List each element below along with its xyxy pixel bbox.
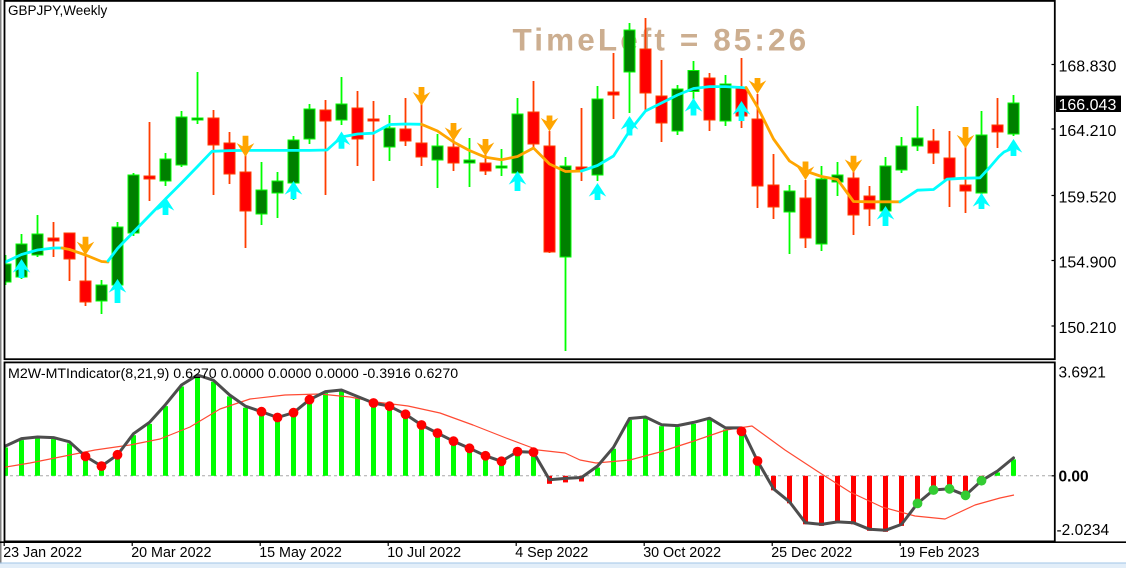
svg-text:19 Feb 2023: 19 Feb 2023 bbox=[899, 545, 979, 561]
svg-text:30 Oct 2022: 30 Oct 2022 bbox=[643, 545, 721, 561]
svg-text:10 Jul 2022: 10 Jul 2022 bbox=[387, 545, 461, 561]
svg-text:0.00: 0.00 bbox=[1059, 468, 1089, 485]
svg-text:M2W-MTIndicator(8,21,9) 0.6270: M2W-MTIndicator(8,21,9) 0.6270 0.0000 0.… bbox=[8, 366, 458, 382]
svg-text:-2.0234: -2.0234 bbox=[1057, 522, 1110, 539]
svg-text:150.210: 150.210 bbox=[1059, 320, 1117, 337]
svg-text:TimeLeft = 85:26: TimeLeft = 85:26 bbox=[513, 22, 810, 58]
svg-text:23 Jan 2022: 23 Jan 2022 bbox=[3, 545, 82, 561]
svg-text:164.210: 164.210 bbox=[1059, 123, 1117, 140]
svg-text:20 Mar 2022: 20 Mar 2022 bbox=[131, 545, 211, 561]
svg-text:4 Sep 2022: 4 Sep 2022 bbox=[515, 545, 588, 561]
svg-text:159.520: 159.520 bbox=[1059, 190, 1117, 207]
svg-text:168.830: 168.830 bbox=[1059, 59, 1117, 76]
svg-text:154.900: 154.900 bbox=[1059, 255, 1117, 272]
svg-text:25 Dec 2022: 25 Dec 2022 bbox=[771, 545, 852, 561]
svg-text:166.043: 166.043 bbox=[1059, 97, 1117, 114]
svg-text:15 May 2022: 15 May 2022 bbox=[259, 545, 342, 561]
svg-text:3.6921: 3.6921 bbox=[1059, 365, 1106, 382]
svg-text:GBPJPY,Weekly: GBPJPY,Weekly bbox=[8, 3, 108, 18]
